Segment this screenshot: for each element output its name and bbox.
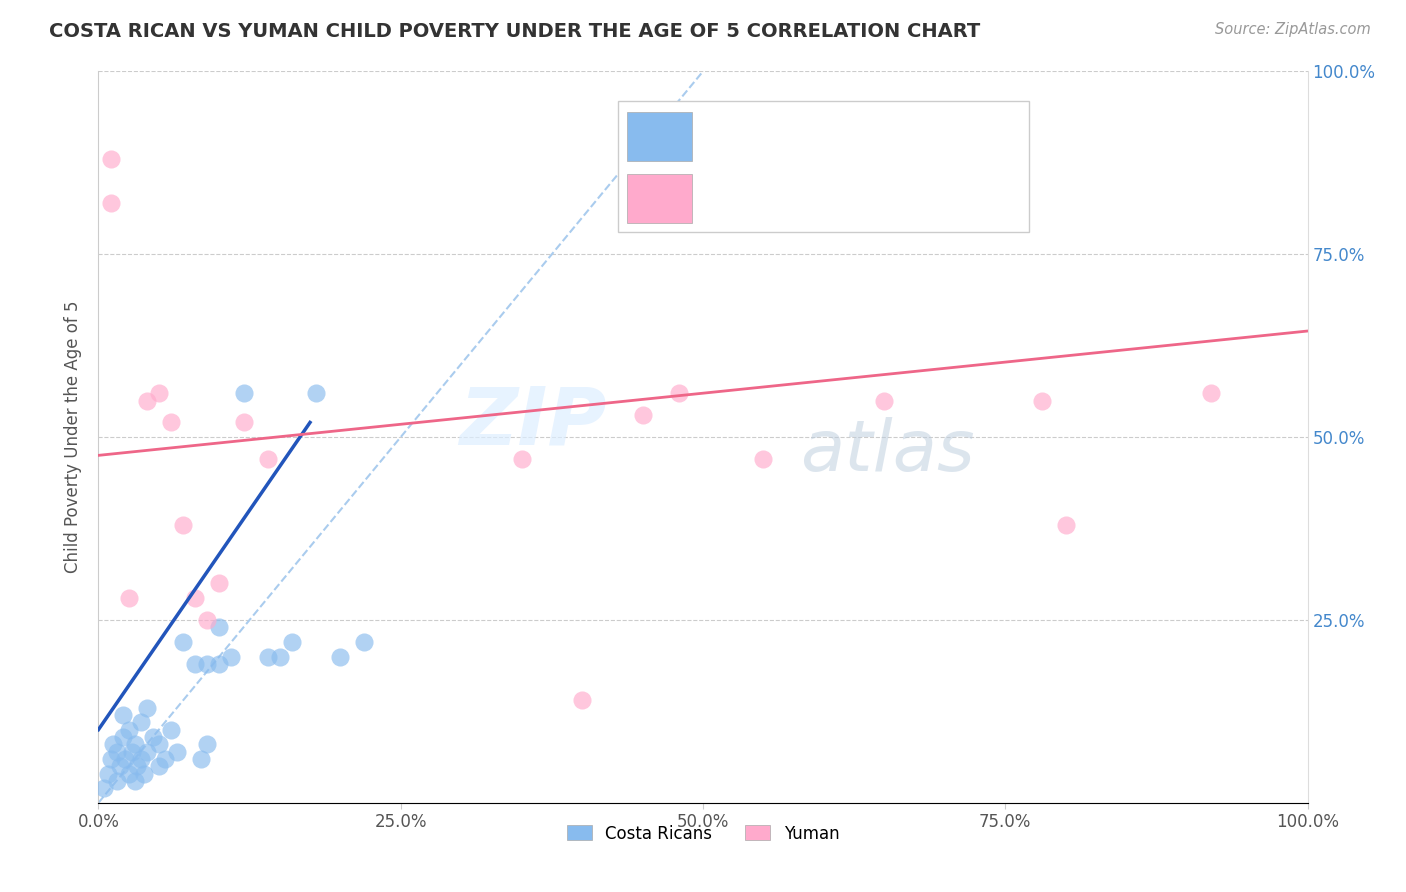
Point [160, 416, 183, 430]
Point [256, 649, 278, 664]
Point [329, 649, 352, 664]
Point [105, 745, 128, 759]
Point [1054, 517, 1077, 532]
Point [135, 700, 157, 714]
Point [172, 517, 194, 532]
Point [195, 737, 218, 751]
Point [184, 591, 207, 605]
Point [510, 452, 533, 467]
Point [195, 657, 218, 671]
Point [873, 393, 896, 408]
Point [208, 620, 231, 634]
Point [160, 723, 183, 737]
Point [127, 759, 149, 773]
Point [281, 635, 304, 649]
Point [1031, 393, 1053, 408]
Point [208, 657, 231, 671]
Text: atlas: atlas [800, 417, 974, 486]
Point [269, 649, 291, 664]
Point [121, 745, 143, 759]
Point [752, 452, 775, 467]
Point [148, 737, 170, 751]
Point [232, 386, 254, 401]
Point [118, 766, 141, 780]
Point [195, 613, 218, 627]
Point [100, 152, 122, 166]
Point [148, 759, 170, 773]
Y-axis label: Child Poverty Under the Age of 5: Child Poverty Under the Age of 5 [65, 301, 83, 574]
Point [111, 708, 134, 723]
Point [114, 752, 136, 766]
Point [353, 635, 375, 649]
Point [100, 196, 122, 211]
Point [97, 766, 120, 780]
Point [124, 773, 146, 788]
Point [221, 649, 243, 664]
Point [232, 416, 254, 430]
Point [148, 386, 170, 401]
Point [166, 745, 188, 759]
Point [93, 781, 115, 796]
Point [1199, 386, 1222, 401]
Point [668, 386, 690, 401]
Text: COSTA RICAN VS YUMAN CHILD POVERTY UNDER THE AGE OF 5 CORRELATION CHART: COSTA RICAN VS YUMAN CHILD POVERTY UNDER… [49, 22, 980, 41]
Point [135, 393, 157, 408]
Point [105, 773, 128, 788]
Point [129, 715, 152, 730]
Point [184, 657, 207, 671]
Point [142, 730, 165, 744]
Point [100, 752, 122, 766]
Text: Source: ZipAtlas.com: Source: ZipAtlas.com [1215, 22, 1371, 37]
Point [111, 730, 134, 744]
Point [108, 759, 131, 773]
Point [571, 693, 593, 707]
Point [208, 576, 231, 591]
Point [631, 408, 654, 422]
Point [190, 752, 212, 766]
Point [101, 737, 124, 751]
Point [305, 386, 328, 401]
Point [135, 745, 157, 759]
Legend: Costa Ricans, Yuman: Costa Ricans, Yuman [560, 818, 846, 849]
Point [172, 635, 194, 649]
Point [256, 452, 278, 467]
Point [118, 591, 141, 605]
Point [118, 723, 141, 737]
Text: ZIP: ZIP [458, 384, 606, 461]
Point [153, 752, 176, 766]
Point [129, 752, 152, 766]
Point [124, 737, 146, 751]
Point [134, 766, 156, 780]
